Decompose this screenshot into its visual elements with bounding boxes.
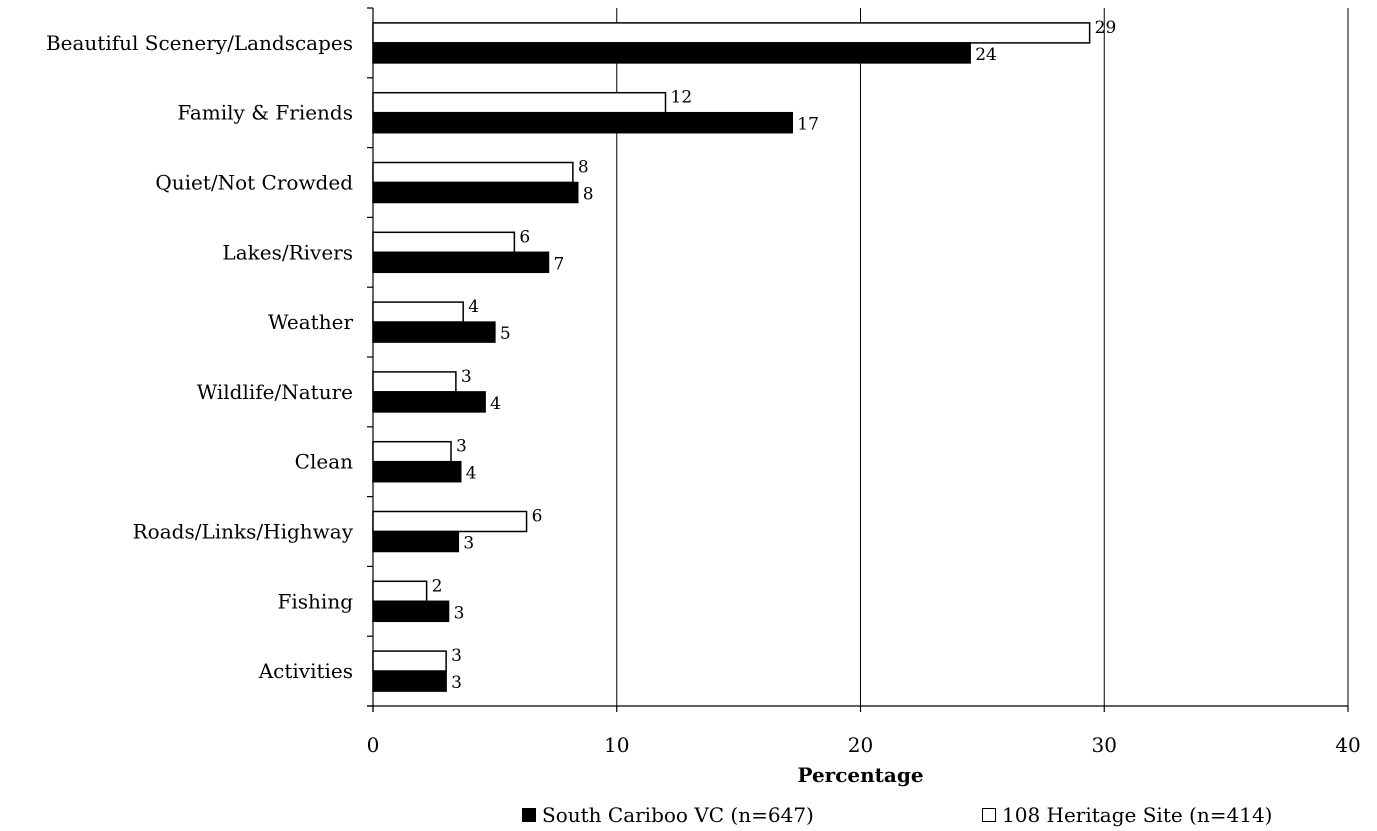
data-label: 4 [490, 394, 501, 414]
data-label: 7 [554, 254, 565, 274]
data-label: 2 [432, 576, 443, 596]
data-label: 4 [468, 297, 479, 317]
bar-108-heritage [372, 440, 452, 463]
bar-108-heritage [372, 301, 464, 323]
bar-south-cariboo [372, 42, 971, 64]
x-tick-label: 20 [848, 733, 873, 757]
legend-label-south-cariboo: South Cariboo VC (n=647) [542, 803, 814, 827]
bar-108-heritage [372, 161, 574, 184]
legend-item-108-heritage: 108 Heritage Site (n=414) [982, 802, 1272, 828]
bar-south-cariboo [372, 111, 793, 134]
bar-108-heritage [372, 231, 516, 254]
data-label: 5 [500, 324, 511, 344]
category-label: Fishing [278, 589, 354, 613]
data-label: 12 [671, 88, 693, 108]
bar-108-heritage [372, 580, 428, 603]
x-axis-label: Percentage [797, 763, 923, 787]
data-label: 3 [456, 437, 467, 457]
data-label: 4 [466, 464, 477, 484]
category-label: Family & Friends [177, 101, 353, 125]
category-label: Wildlife/Nature [197, 380, 353, 404]
category-label: Quiet/Not Crowded [155, 171, 353, 195]
bar-108-heritage [372, 371, 457, 393]
bar-108-heritage [372, 650, 447, 672]
category-label: Beautiful Scenery/Landscapes [46, 31, 353, 55]
legend-item-south-cariboo: South Cariboo VC (n=647) [522, 802, 814, 828]
data-label: 29 [1095, 18, 1117, 38]
bar-chart: 0 10 20 30 40 Percentage Beautiful Scenery/Lan… [46, 7, 1361, 787]
data-label: 3 [454, 603, 465, 623]
bar-108-heritage [372, 22, 1091, 44]
x-tick-label: 30 [1092, 733, 1117, 757]
bar-108-heritage [372, 91, 667, 114]
legend-swatch-108-heritage [982, 808, 996, 822]
category-label: Clean [295, 450, 353, 474]
data-label: 3 [451, 673, 462, 693]
x-tick-label: 40 [1335, 733, 1360, 757]
data-label: 3 [463, 534, 474, 554]
bar-south-cariboo [372, 460, 462, 483]
legend-swatch-south-cariboo [522, 808, 536, 822]
x-tick-label: 10 [604, 733, 629, 757]
bar-south-cariboo [372, 391, 486, 413]
data-label: 8 [583, 185, 594, 205]
bar-south-cariboo [372, 251, 550, 274]
data-label: 24 [975, 45, 997, 65]
category-label: Weather [268, 310, 353, 334]
bar-south-cariboo [372, 321, 496, 343]
category-label: Activities [258, 659, 353, 683]
x-tick-label: 0 [367, 733, 380, 757]
category-label: Lakes/Rivers [222, 240, 353, 264]
legend-label-108-heritage: 108 Heritage Site (n=414) [1002, 803, 1273, 827]
bar-south-cariboo [372, 600, 450, 623]
data-label: 6 [532, 507, 543, 527]
bar-108-heritage [372, 510, 528, 533]
data-label: 17 [797, 115, 819, 135]
data-label: 3 [461, 367, 472, 387]
bar-south-cariboo [372, 670, 447, 692]
bar-south-cariboo [372, 530, 460, 553]
category-label: Roads/Links/Highway [133, 520, 354, 544]
data-label: 3 [451, 646, 462, 666]
data-label: 6 [519, 227, 530, 247]
bar-south-cariboo [372, 181, 579, 204]
data-label: 8 [578, 158, 589, 178]
